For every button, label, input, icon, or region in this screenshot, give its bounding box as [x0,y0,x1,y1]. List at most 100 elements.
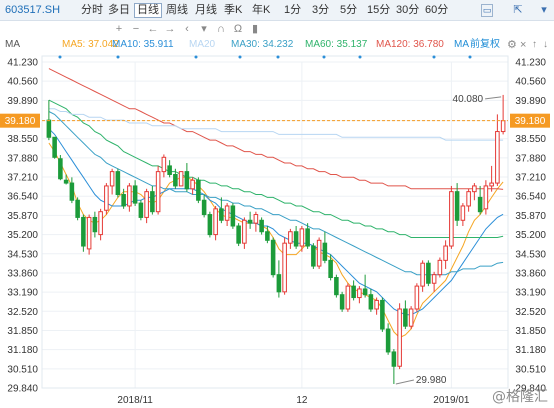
candle [380,297,385,332]
candle-body [420,262,425,287]
candle-body [282,242,287,293]
ma-legend-bar: MA MA5: 37.042 MA10: 35.911 MA20 MA30: 3… [0,38,554,52]
y-tick-right: 40.560 [515,77,546,88]
candle-body [449,191,454,247]
candle-body [293,231,299,247]
candle [334,274,339,298]
up-arrow-icon[interactable]: ↑ [532,39,537,50]
candle-body [288,231,293,244]
share-icon[interactable]: ⇱ [513,4,523,16]
y-tick-right: 31.180 [515,345,546,356]
ma-line-ma120 [48,68,504,190]
candle-body [431,274,437,284]
window-icon[interactable]: ▭ [481,4,493,17]
candle-body [150,191,155,213]
candle-body [345,285,351,310]
y-tick-right: 30.510 [515,364,546,375]
candle [472,183,477,201]
candle-body [121,194,126,207]
dropdown-icon[interactable]: ▾ [201,23,207,35]
candle [443,240,448,269]
ma10-value: MA10: 35.911 [112,39,174,50]
tab-15min[interactable]: 15分 [367,4,391,16]
ma5-value: MA5: 37.042 [62,39,119,50]
candle [460,203,466,227]
settings-gear-icon[interactable]: ⚙ [507,39,517,51]
candle-body [178,171,184,187]
candle-body [219,208,224,221]
plus-icon[interactable]: + [115,23,123,35]
candle [196,177,201,204]
candle [150,185,155,215]
candle [431,271,437,292]
candle-body [115,171,121,196]
tab-fenshi[interactable]: 分时 [81,4,103,16]
signal-dot [358,55,362,59]
candle [63,174,69,185]
y-tick-left: 40.560 [7,77,38,88]
y-tick-right: 36.540 [515,192,546,203]
low-annotation: 29.980 [416,375,447,386]
candle [242,217,247,249]
candle-body [138,202,144,218]
tab-rixian[interactable]: 日线 [134,3,162,18]
candle-body [311,245,316,267]
candle [282,237,287,295]
candle-body [403,308,408,327]
chart-overlays: 39.180 39.180 40.080 29.980 [0,55,550,386]
left-arrow-icon[interactable]: ← [147,23,159,35]
tab-duori[interactable]: 多日 [108,4,130,16]
down-arrow-icon[interactable]: ↓ [543,39,548,50]
candle-body [305,228,310,247]
candle-body [357,288,362,299]
tab-60min[interactable]: 60分 [425,4,449,16]
tab-5min[interactable]: 5分 [340,4,358,16]
candle [414,283,420,312]
tab-jik[interactable]: 季K [224,4,243,16]
candle-body [380,299,385,330]
right-arrow-icon[interactable]: → [164,23,176,35]
minus-icon[interactable]: − [132,23,140,35]
candle-body [385,328,391,353]
candle-body [155,171,161,213]
tab-zhouxian[interactable]: 周线 [166,4,188,16]
candle-body [253,214,259,224]
headphones-icon[interactable]: Ω [233,23,243,35]
candle-body [236,225,241,244]
candle-body [454,191,460,221]
chevron-down-icon[interactable]: ▾ [541,4,547,16]
candle-body [483,185,489,210]
magnet-icon[interactable]: ∩ [217,23,225,35]
candle-body [161,156,167,173]
tab-3min[interactable]: 3分 [312,4,330,16]
y-axis-left: 41.230 40.560 39.890 39.180 38.550 37.880 37.2… [7,58,38,395]
candlestick-chart[interactable]: 41.230 40.560 39.890 39.180 38.550 37.880 37.2… [0,52,554,408]
candle-body [391,351,397,367]
adjust-mode-label[interactable]: 前复权 [470,39,500,50]
signal-dot [238,55,242,59]
candle-body [316,239,322,267]
candle [339,291,345,312]
candle [276,260,282,298]
y-tick-left: 36.540 [7,192,38,203]
candle-body [426,262,431,284]
candle [311,243,316,269]
candle [322,231,328,264]
candle [420,260,425,292]
tab-niank[interactable]: 年K [252,4,271,16]
ma-line-ma60 [48,99,504,238]
tab-yuexian[interactable]: 月线 [195,4,217,16]
pan-left-icon[interactable]: ‹ [185,23,189,35]
tab-1min[interactable]: 1分 [284,4,302,16]
candle [362,274,368,298]
candle [316,237,322,269]
tab-30min[interactable]: 30分 [396,4,420,16]
bar-tool-icon[interactable]: ▮ [251,23,259,35]
candle-body [397,308,402,367]
candle [121,188,126,209]
candle-body [339,294,345,310]
y-tick-left: 38.550 [7,134,38,145]
close-icon[interactable]: × [520,39,527,51]
candle-body [173,173,178,187]
candle [351,280,356,301]
